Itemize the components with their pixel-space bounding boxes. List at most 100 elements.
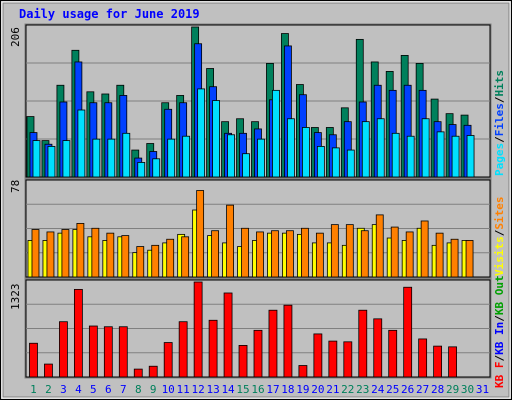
bar-kb-f-day-8 <box>133 368 143 378</box>
x-tick-label-22: 22 <box>341 383 354 396</box>
bar-pages-day-7 <box>122 132 131 178</box>
bar-sites-day-9 <box>151 244 160 278</box>
legend-entry-hits: Hits <box>493 70 506 97</box>
bar-pages-day-18 <box>287 118 295 178</box>
legend-bottom: KB F/KB In/KB Out <box>493 275 506 388</box>
bar-sites-day-10 <box>166 238 175 278</box>
bar-pages-day-12 <box>197 88 206 178</box>
x-tick-label-29: 29 <box>446 383 459 396</box>
chart-title: Daily usage for June 2019 <box>19 7 200 21</box>
bar-sites-day-11 <box>181 236 190 278</box>
x-tick-label-31: 31 <box>476 383 489 396</box>
bar-sites-day-1 <box>31 229 40 278</box>
bar-pages-day-27 <box>421 118 430 178</box>
y-max-label-top: 206 <box>9 27 22 47</box>
bar-kb-f-day-15 <box>238 345 248 378</box>
bar-pages-day-16 <box>257 138 265 178</box>
panel-visits-sites <box>24 178 492 279</box>
bar-sites-day-14 <box>226 204 234 278</box>
legend-entry--: / <box>493 355 506 362</box>
legend-entry-files: Files <box>493 103 506 136</box>
x-tick-label-1: 1 <box>30 383 37 396</box>
x-tick-label-25: 25 <box>386 383 399 396</box>
panel-pages-files-hits <box>24 23 492 179</box>
bar-pages-day-9 <box>152 158 161 178</box>
x-tick-label-18: 18 <box>281 383 294 396</box>
bar-pages-day-8 <box>137 162 146 178</box>
bar-sites-day-7 <box>121 235 130 278</box>
bar-pages-day-25 <box>391 132 400 178</box>
legend-entry-kb-f: KB F <box>493 362 506 389</box>
bar-kb-f-day-19 <box>298 365 308 378</box>
bar-sites-day-27 <box>420 220 429 278</box>
bar-pages-day-26 <box>406 135 415 178</box>
bar-sites-day-19 <box>301 227 309 278</box>
bar-kb-f-day-22 <box>343 341 353 378</box>
bar-sites-day-18 <box>286 230 294 278</box>
bar-pages-day-2 <box>47 146 56 178</box>
x-tick-label-16: 16 <box>251 383 264 396</box>
bar-kb-f-day-1 <box>29 342 38 378</box>
x-tick-label-19: 19 <box>296 383 309 396</box>
bar-sites-day-29 <box>450 238 459 278</box>
bar-kb-f-day-10 <box>163 342 173 378</box>
x-tick-label-27: 27 <box>416 383 429 396</box>
x-tick-label-20: 20 <box>311 383 324 396</box>
bar-kb-f-day-12 <box>193 281 203 378</box>
bar-sites-day-15 <box>241 227 249 278</box>
bar-kb-f-day-23 <box>358 309 368 378</box>
bar-kb-f-day-20 <box>313 333 323 378</box>
bar-sites-day-22 <box>345 224 354 278</box>
bar-pages-day-28 <box>436 131 445 178</box>
bar-kb-f-day-13 <box>208 319 218 378</box>
legend-entry-pages: Pages <box>493 143 506 176</box>
bar-pages-day-17 <box>272 89 280 178</box>
x-tick-label-13: 13 <box>206 383 219 396</box>
bar-kb-f-day-16 <box>253 329 263 378</box>
bar-pages-day-3 <box>62 140 71 178</box>
x-tick-label-3: 3 <box>60 383 67 396</box>
bar-pages-day-10 <box>167 138 176 178</box>
bar-sites-day-28 <box>435 232 444 278</box>
bar-pages-day-21 <box>331 147 340 178</box>
bar-sites-day-8 <box>136 246 145 278</box>
bar-sites-day-13 <box>211 230 219 278</box>
x-tick-label-14: 14 <box>221 383 235 396</box>
bar-pages-day-1 <box>32 140 41 178</box>
bar-pages-day-15 <box>242 153 250 178</box>
x-tick-label-28: 28 <box>431 383 444 396</box>
legend-entry--: / <box>493 229 506 236</box>
x-tick-label-8: 8 <box>135 383 142 396</box>
legend-entry-sites: Sites <box>493 197 506 230</box>
panel-frame-middle <box>24 178 492 279</box>
x-tick-label-11: 11 <box>177 383 190 396</box>
legend-entry--: / <box>493 315 506 322</box>
legend-entry-kb-in: KB In <box>493 322 506 355</box>
bar-sites-day-6 <box>106 232 115 278</box>
x-tick-label-10: 10 <box>162 383 175 396</box>
bar-kb-f-day-2 <box>44 363 53 378</box>
legend-entry-kb-out: KB Out <box>493 275 506 315</box>
bar-kb-f-day-21 <box>328 340 338 378</box>
bar-kb-f-day-3 <box>59 321 68 378</box>
bar-pages-day-11 <box>182 135 191 178</box>
panel-frame-top <box>24 23 492 179</box>
bar-sites-day-30 <box>465 240 474 278</box>
bar-pages-day-13 <box>212 100 220 178</box>
bar-pages-day-22 <box>346 149 355 178</box>
x-tick-label-17: 17 <box>266 383 279 396</box>
bar-sites-day-17 <box>271 230 279 278</box>
bar-sites-day-5 <box>91 227 100 278</box>
bar-sites-day-20 <box>315 232 324 278</box>
x-tick-label-12: 12 <box>192 383 205 396</box>
x-tick-label-23: 23 <box>356 383 369 396</box>
bar-kb-f-day-28 <box>433 345 443 378</box>
bar-kb-f-day-29 <box>448 346 457 378</box>
bar-kb-f-day-5 <box>88 325 98 378</box>
bar-sites-day-4 <box>76 223 85 278</box>
panel-frame-bottom <box>24 278 492 379</box>
bar-sites-day-12 <box>196 190 205 278</box>
x-tick-label-7: 7 <box>120 383 127 396</box>
